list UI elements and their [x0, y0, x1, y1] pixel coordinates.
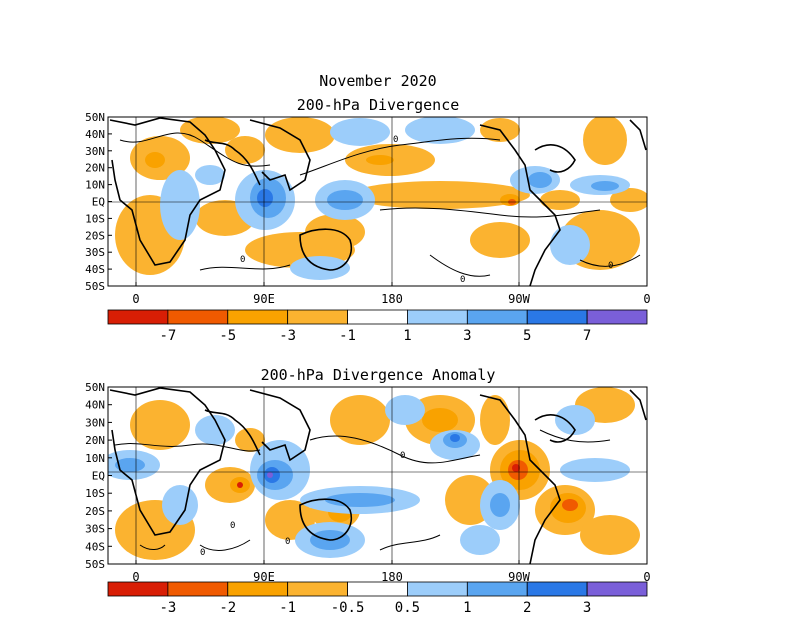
y-tick-label: 30S [85, 246, 105, 259]
colorbar-swatch [526, 309, 588, 325]
colorbar-swatch [107, 581, 169, 597]
colorbar-label: -3 [159, 600, 176, 616]
contour-label: 0 [393, 135, 398, 145]
colorbar-swatch [347, 581, 408, 597]
colorbar-label: -5 [219, 328, 236, 344]
colorbar-label: 0.5 [395, 600, 420, 616]
colorbar-swatch [407, 309, 468, 325]
y-tick-label: 50N [85, 111, 105, 124]
x-tick-label: 90W [508, 292, 530, 306]
colorbar-swatch [586, 581, 648, 597]
panel2-title: 200-hPa Divergence Anomaly [261, 366, 496, 384]
y-tick-label: 40N [85, 128, 105, 141]
y-tick-label: 10S [85, 487, 105, 500]
y-tick-label: 20N [85, 434, 105, 447]
x-tick-label: 0 [132, 292, 139, 306]
colorbar-label: -3 [279, 328, 296, 344]
contour-label: 0 [240, 255, 245, 265]
y-tick-label: 20S [85, 505, 105, 518]
colorbar-label: 1 [463, 600, 471, 616]
y-tick-label: 10N [85, 179, 105, 192]
contour-label: 0 [230, 521, 235, 531]
y-tick-label: EQ [92, 470, 105, 483]
y-tick-label: 20S [85, 229, 105, 242]
x-tick-label: 180 [381, 570, 403, 584]
y-tick-label: EQ [92, 196, 105, 209]
panel2-map: 0 0 0 0 [108, 387, 647, 564]
colorbar-swatch [466, 309, 528, 325]
colorbar-swatch [407, 581, 468, 597]
colorbar-label: -1 [339, 328, 356, 344]
panel1-title: November 2020 [319, 72, 436, 90]
x-tick-label: 0 [643, 570, 650, 584]
x-tick-label: 90E [253, 292, 275, 306]
colorbar-swatch [287, 309, 348, 325]
x-tick-label: 90E [253, 570, 275, 584]
y-tick-label: 30N [85, 145, 105, 158]
y-tick-label: 20N [85, 162, 105, 175]
colorbar-label: -2 [219, 600, 236, 616]
colorbar-label: -0.5 [331, 600, 365, 616]
y-tick-label: 50N [85, 381, 105, 394]
contour-label: 0 [400, 451, 405, 461]
colorbar-swatch [227, 581, 289, 597]
y-tick-label: 50S [85, 558, 105, 571]
colorbar-label: 3 [583, 600, 591, 616]
colorbar-label: 3 [463, 328, 471, 344]
y-tick-label: 50S [85, 280, 105, 293]
contour-label: 0 [285, 537, 290, 547]
colorbar-label: 1 [403, 328, 411, 344]
colorbar-label: 7 [583, 328, 591, 344]
colorbar-label: 5 [523, 328, 531, 344]
contour-label: 0 [460, 275, 465, 285]
contour-label: 0 [608, 261, 613, 271]
x-tick-label: 90W [508, 570, 530, 584]
colorbar-swatch [347, 309, 408, 325]
y-tick-label: 40N [85, 399, 105, 412]
x-tick-label: 180 [381, 292, 403, 306]
y-tick-label: 30S [85, 523, 105, 536]
colorbar-label: 2 [523, 600, 531, 616]
colorbar-swatch [167, 581, 229, 597]
y-tick-label: 30N [85, 416, 105, 429]
panel1-map: 0 0 0 0 [108, 117, 647, 286]
panel1-subtitle: 200-hPa Divergence [297, 96, 460, 114]
colorbar-swatch [107, 309, 169, 325]
contour-label: 0 [200, 548, 205, 558]
y-tick-label: 10S [85, 212, 105, 225]
y-tick-label: 40S [85, 540, 105, 553]
colorbar-swatch [586, 309, 648, 325]
colorbar-swatch [526, 581, 588, 597]
colorbar-swatch [466, 581, 528, 597]
colorbar-swatch [287, 581, 348, 597]
colorbar-swatch [227, 309, 289, 325]
x-tick-label: 0 [643, 292, 650, 306]
colorbar-label: -7 [159, 328, 176, 344]
x-tick-label: 0 [132, 570, 139, 584]
y-tick-label: 10N [85, 452, 105, 465]
colorbar-label: -1 [279, 600, 296, 616]
y-tick-label: 40S [85, 263, 105, 276]
colorbar-swatch [167, 309, 229, 325]
